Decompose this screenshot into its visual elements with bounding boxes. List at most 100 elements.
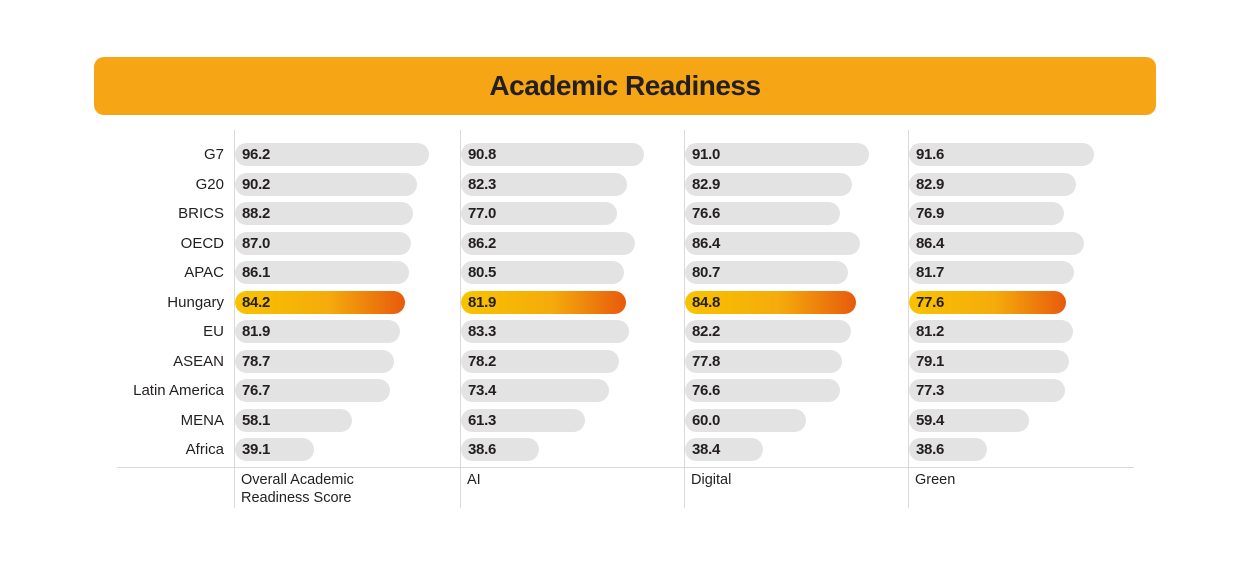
row-label-hungary: Hungary [167,293,224,311]
bar-value-label: 76.6 [692,382,720,399]
bar: 58.1 [235,408,353,432]
bar: 91.0 [685,143,869,166]
row-label-g20: G20 [195,175,224,193]
column-label-line: AI [467,472,481,488]
bar-value-label: 76.9 [916,205,944,222]
bar-value-label: 38.4 [692,441,720,458]
bar: 60.0 [685,408,807,432]
bar-value-label: 61.3 [468,411,496,429]
bar-value-label: 91.0 [692,146,720,163]
bar: 82.9 [909,172,1077,196]
column-divider-4 [908,130,909,508]
bar: 77.3 [909,379,1066,402]
bar: 82.9 [685,172,853,196]
bar-value-label: 80.7 [692,264,720,281]
bar: 90.2 [235,172,418,196]
bar: 77.6 [909,290,1066,314]
row-label-g7: G7 [203,146,224,163]
bar-value-label: 90.2 [242,175,270,193]
bar: 84.8 [685,290,857,314]
bar: 86.2 [461,231,636,255]
bar: 38.6 [461,438,539,461]
bar-value-label: 59.4 [916,411,944,429]
bar-value-label: 39.1 [242,441,270,458]
column-label: AI [467,471,677,489]
bar-value-label: 82.2 [692,323,720,340]
row-label-brics: BRICS [178,205,224,222]
column-divider-2 [460,130,461,508]
bar: 38.4 [685,438,763,461]
row-label-mena: MENA [180,411,224,429]
row-label-latin-america: Latin America [133,382,224,399]
bar: 76.6 [685,379,840,402]
bar-value-label: 81.9 [242,323,270,340]
bar-value-label: 58.1 [242,411,270,429]
bar-value-label: 82.9 [692,175,720,193]
bar: 77.8 [685,349,843,373]
bar-value-label: 77.6 [916,293,944,311]
bar-value-label: 91.6 [916,146,944,163]
bar-value-label: 87.0 [242,234,270,252]
bar: 86.1 [235,261,409,284]
column-label-line: Digital [691,472,732,488]
bar: 79.1 [909,349,1069,373]
bar: 88.2 [235,202,414,225]
bar: 78.7 [235,349,394,373]
bar-value-label: 78.7 [242,352,270,370]
bar: 87.0 [235,231,411,255]
bar: 84.2 [235,290,406,314]
bar: 77.0 [461,202,617,225]
bar-value-label: 84.8 [692,293,720,311]
bar: 86.4 [685,231,860,255]
bar-value-label: 81.2 [916,323,944,340]
bar: 83.3 [461,320,630,343]
bar: 81.9 [235,320,401,343]
bar: 59.4 [909,408,1029,432]
bar: 81.2 [909,320,1074,343]
bar: 90.8 [461,143,645,166]
baseline [117,467,1134,468]
bar-value-label: 88.2 [242,205,270,222]
bar-value-label: 78.2 [468,352,496,370]
column-label: Overall Academic Readiness Score [241,471,451,507]
bar: 91.6 [909,143,1095,166]
column-label-line: Readiness Score [241,490,352,506]
bar: 39.1 [235,438,314,461]
bar: 81.9 [461,290,627,314]
bar: 73.4 [461,379,610,402]
bar-value-label: 38.6 [916,441,944,458]
bar: 38.6 [909,438,987,461]
bar: 80.5 [461,261,624,284]
bar: 76.7 [235,379,390,402]
bar-value-label: 76.6 [692,205,720,222]
bar-value-label: 79.1 [916,352,944,370]
column-divider-3 [684,130,685,508]
bar-value-label: 83.3 [468,323,496,340]
column-label-line: Green [915,472,956,488]
column-divider-1 [234,130,235,508]
bar-value-label: 73.4 [468,382,496,399]
bar: 81.7 [909,261,1075,284]
row-label-oecd: OECD [180,234,224,252]
bar-value-label: 96.2 [242,146,270,163]
bar-value-label: 84.2 [242,293,270,311]
bar-value-label: 81.7 [916,264,944,281]
row-label-eu: EU [203,323,224,340]
bar: 76.6 [685,202,840,225]
bar-value-label: 86.2 [468,234,496,252]
column-label: Green [915,471,1125,489]
column-label: Digital [691,471,901,489]
bar-value-label: 86.4 [692,234,720,252]
bar: 78.2 [461,349,619,373]
bar: 82.3 [461,172,628,196]
chart-title: Academic Readiness [489,70,761,101]
bar: 82.2 [685,320,852,343]
bar: 61.3 [461,408,585,432]
bar: 80.7 [685,261,848,284]
bar: 76.9 [909,202,1065,225]
row-label-apac: APAC [184,264,224,281]
row-label-africa: Africa [185,441,224,458]
bar-value-label: 80.5 [468,264,496,281]
title-banner: Academic Readiness [94,57,1156,115]
